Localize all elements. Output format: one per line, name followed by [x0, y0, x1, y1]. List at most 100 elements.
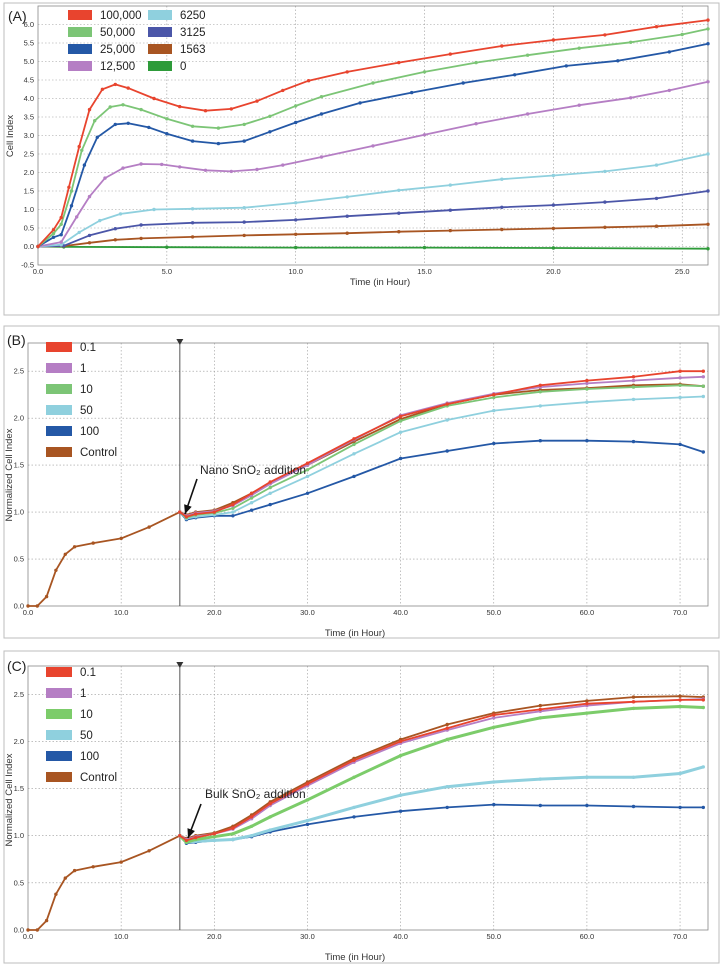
- y-tick-label: 5.0: [24, 57, 34, 66]
- data-point: [126, 121, 130, 126]
- data-point: [231, 502, 235, 507]
- data-point: [229, 169, 233, 174]
- data-point: [126, 86, 130, 90]
- data-point: [231, 514, 235, 518]
- data-point: [616, 59, 620, 63]
- annotation-arrowhead: [184, 504, 192, 514]
- legend-label: Control: [80, 447, 117, 459]
- y-tick-label: 4.0: [24, 94, 34, 103]
- data-point: [305, 818, 310, 823]
- data-point: [492, 393, 496, 397]
- data-point: [500, 177, 504, 181]
- data-point: [63, 876, 67, 880]
- y-tick-label: 5.5: [24, 39, 34, 48]
- data-point: [294, 120, 298, 125]
- x-tick-label: 20.0: [546, 267, 561, 276]
- data-point: [305, 468, 310, 472]
- y-tick-label: 0.5: [24, 224, 34, 233]
- legend-swatch: [46, 688, 72, 698]
- data-point: [398, 430, 403, 434]
- data-point: [538, 716, 542, 720]
- data-point: [147, 125, 151, 130]
- data-point: [268, 828, 272, 832]
- y-tick-label: 1.5: [24, 187, 34, 196]
- data-point: [398, 739, 403, 744]
- x-tick-label: 0.0: [23, 932, 33, 941]
- y-tick-label: 1.0: [24, 205, 34, 214]
- data-point: [165, 132, 169, 136]
- addition-marker-arrowhead: [176, 662, 184, 668]
- x-axis-title: Time (in Hour): [350, 277, 410, 288]
- data-point: [152, 96, 156, 101]
- data-point: [113, 82, 118, 87]
- data-point: [678, 698, 682, 702]
- legend-swatch: [46, 447, 72, 457]
- data-point: [551, 173, 556, 178]
- data-point: [631, 706, 636, 711]
- data-point: [242, 220, 246, 224]
- data-point: [585, 699, 589, 703]
- annotation-text: Bulk SnO₂ addition: [205, 787, 306, 801]
- legend: 0.1 1 10 50 100 Control: [46, 342, 117, 459]
- data-point: [631, 804, 636, 809]
- data-point: [190, 124, 195, 128]
- data-point: [422, 133, 427, 137]
- data-point: [667, 50, 671, 54]
- panel-label: (A): [8, 8, 27, 24]
- data-point: [294, 201, 298, 205]
- y-tick-label: 2.5: [14, 690, 24, 699]
- data-point: [87, 233, 92, 238]
- data-point: [249, 496, 254, 500]
- data-point: [680, 32, 684, 37]
- data-point: [281, 88, 285, 93]
- data-point: [113, 122, 118, 127]
- data-point: [678, 383, 682, 387]
- x-tick-label: 20.0: [207, 932, 222, 941]
- data-point: [305, 491, 310, 495]
- data-point: [397, 230, 401, 234]
- data-point: [147, 525, 151, 529]
- data-point: [160, 162, 164, 167]
- data-point: [474, 60, 478, 65]
- data-point: [268, 815, 272, 819]
- data-point: [113, 238, 118, 242]
- data-point: [631, 700, 636, 704]
- y-tick-label: 0.5: [14, 555, 24, 564]
- data-point: [654, 196, 659, 201]
- data-point: [448, 52, 452, 56]
- data-point: [268, 114, 272, 119]
- data-point: [397, 188, 401, 192]
- data-point: [54, 892, 58, 896]
- data-point: [701, 805, 705, 810]
- data-point: [631, 375, 636, 379]
- data-point: [51, 235, 56, 239]
- panel-frame: [3, 650, 720, 964]
- data-point: [184, 838, 189, 843]
- legend-swatch: [68, 27, 92, 37]
- data-point: [203, 168, 208, 172]
- data-point: [82, 163, 87, 167]
- data-point: [119, 536, 123, 541]
- data-point: [268, 485, 272, 490]
- data-point: [631, 397, 636, 402]
- legend-swatch: [46, 730, 72, 740]
- y-tick-label: -0.5: [21, 261, 34, 270]
- data-point: [678, 442, 682, 447]
- series-50,000: [36, 27, 710, 249]
- data-point: [212, 832, 216, 836]
- data-point: [139, 223, 143, 227]
- data-point: [108, 105, 112, 109]
- y-tick-label: 0.0: [14, 602, 24, 611]
- data-point: [678, 805, 682, 810]
- data-point: [59, 222, 63, 226]
- data-point: [513, 73, 517, 77]
- data-point: [410, 90, 414, 95]
- data-point: [139, 107, 143, 112]
- data-point: [69, 189, 74, 193]
- legend-label: 3125: [180, 27, 206, 39]
- data-point: [203, 109, 208, 113]
- data-point: [242, 233, 246, 238]
- data-point: [36, 244, 40, 249]
- data-point: [69, 204, 74, 208]
- legend-swatch: [46, 405, 72, 415]
